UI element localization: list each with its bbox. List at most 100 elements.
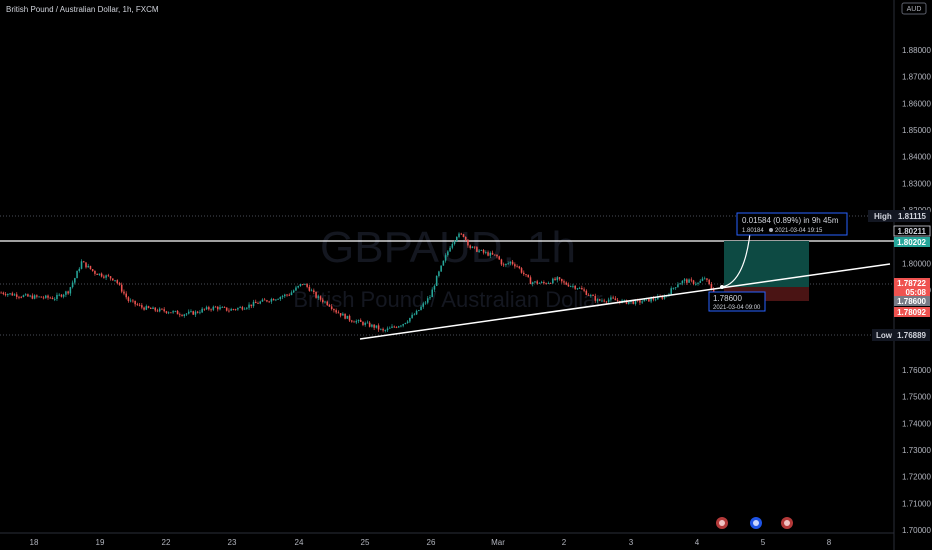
level-tag-low-bg [872, 329, 930, 341]
candle-up [56, 294, 58, 299]
candle-up [657, 296, 659, 300]
candle-down [614, 298, 617, 301]
candle-up [230, 309, 232, 311]
candle-down [502, 264, 505, 266]
level-tag-last[interactable]: 1.78722 05:08 [894, 278, 930, 297]
candle-down [149, 307, 152, 309]
candle-down [393, 326, 396, 328]
event-icon-dot [719, 520, 725, 526]
candle-up [413, 314, 416, 316]
level-tag-entry[interactable]: 1.78600 [894, 296, 930, 306]
time-axis[interactable]: 18 19 22 23 24 25 26 Mar 2 3 4 5 8 [30, 538, 832, 547]
candle-down [254, 301, 257, 304]
candle-up [507, 263, 509, 265]
candle-up [80, 261, 83, 269]
candle-down [156, 310, 159, 312]
candle-up [366, 322, 369, 324]
level-tag-low[interactable]: Low 1.76889 [872, 329, 930, 341]
candle-down [560, 278, 563, 282]
candle-up [442, 260, 445, 266]
candle-up [699, 280, 702, 283]
candle-up [418, 310, 420, 311]
candle-down [112, 278, 114, 281]
candle-up [701, 278, 704, 281]
candle-down [585, 290, 588, 295]
level-tag-target-bg [894, 237, 930, 247]
level-tag-target-line[interactable]: 1.80211 [893, 225, 931, 237]
level-tag-target[interactable]: 1.80202 [894, 237, 930, 247]
candle-up [205, 307, 208, 310]
candle-down [125, 293, 127, 298]
time-tick-label: 4 [695, 538, 700, 547]
candle-up [674, 287, 677, 289]
support-trendline[interactable] [359, 263, 891, 340]
candle-down [487, 252, 489, 256]
candle-up [451, 244, 454, 248]
event-icon[interactable] [716, 517, 728, 529]
time-tick-label: 3 [629, 538, 634, 547]
candle-up [364, 322, 366, 325]
candle-down [514, 264, 516, 267]
candle-down [648, 298, 650, 302]
candle-down [96, 273, 98, 275]
level-tag-target-line-value: 1.80211 [898, 227, 927, 236]
candle-down [574, 285, 576, 289]
candle-down [498, 256, 501, 260]
candle-down [469, 245, 471, 248]
candle-up [105, 275, 107, 278]
candle-up [509, 261, 512, 264]
candle-up [627, 301, 630, 304]
profit-zone[interactable] [724, 241, 809, 287]
candle-up [610, 297, 612, 300]
candle-up [489, 252, 492, 256]
candle-down [60, 294, 63, 297]
candle-down [308, 286, 311, 291]
clock-icon [769, 228, 773, 232]
prediction-box[interactable]: 0.01584 (0.89%) in 9h 45m 1.80184 2021-0… [736, 212, 848, 236]
candle-down [165, 311, 168, 313]
candle-up [429, 297, 431, 299]
level-tag-stop[interactable]: 1.78092 [894, 307, 930, 317]
candle-up [185, 313, 188, 315]
price-tick-label: 1.86000 [902, 99, 931, 108]
time-tick-label: 8 [827, 538, 832, 547]
currency-badge[interactable]: AUD [901, 2, 927, 15]
candle-down [216, 306, 219, 310]
candle-down [616, 300, 619, 301]
candle-up [444, 255, 447, 261]
candle-down [266, 300, 268, 302]
candle-down [147, 306, 150, 308]
candle-up [697, 282, 699, 284]
entry-box[interactable]: 1.78600 2021-03-04 09:00 [708, 291, 766, 312]
candle-up [538, 282, 541, 284]
candle-down [36, 295, 38, 297]
level-tag-high-bg [868, 210, 930, 222]
candle-down [154, 307, 157, 311]
time-tick-label: 22 [162, 538, 171, 547]
candle-up [576, 288, 579, 290]
candle-up [9, 293, 11, 295]
candle-up [261, 299, 264, 302]
candle-down [581, 288, 583, 290]
level-tag-last-countdown: 05:08 [906, 288, 927, 297]
candle-down [138, 304, 141, 306]
symbol-title: British Pound / Australian Dollar, 1h, F… [6, 5, 159, 14]
level-tag-high[interactable]: High 1.81115 [868, 210, 930, 222]
candle-down [482, 249, 485, 253]
candle-up [279, 297, 282, 299]
watermark-name: British Pound / Australian Dollar [293, 287, 602, 312]
candle-up [297, 285, 299, 288]
candle-up [397, 326, 400, 328]
candle-up [681, 280, 684, 284]
candle-up [643, 299, 646, 302]
candle-down [272, 299, 275, 301]
candle-up [623, 300, 626, 301]
candle-down [335, 310, 337, 313]
event-icon[interactable] [781, 517, 793, 529]
candle-down [328, 305, 331, 307]
event-icon[interactable] [750, 517, 762, 529]
candle-up [69, 287, 72, 294]
candle-up [299, 284, 302, 286]
candle-up [572, 285, 574, 287]
